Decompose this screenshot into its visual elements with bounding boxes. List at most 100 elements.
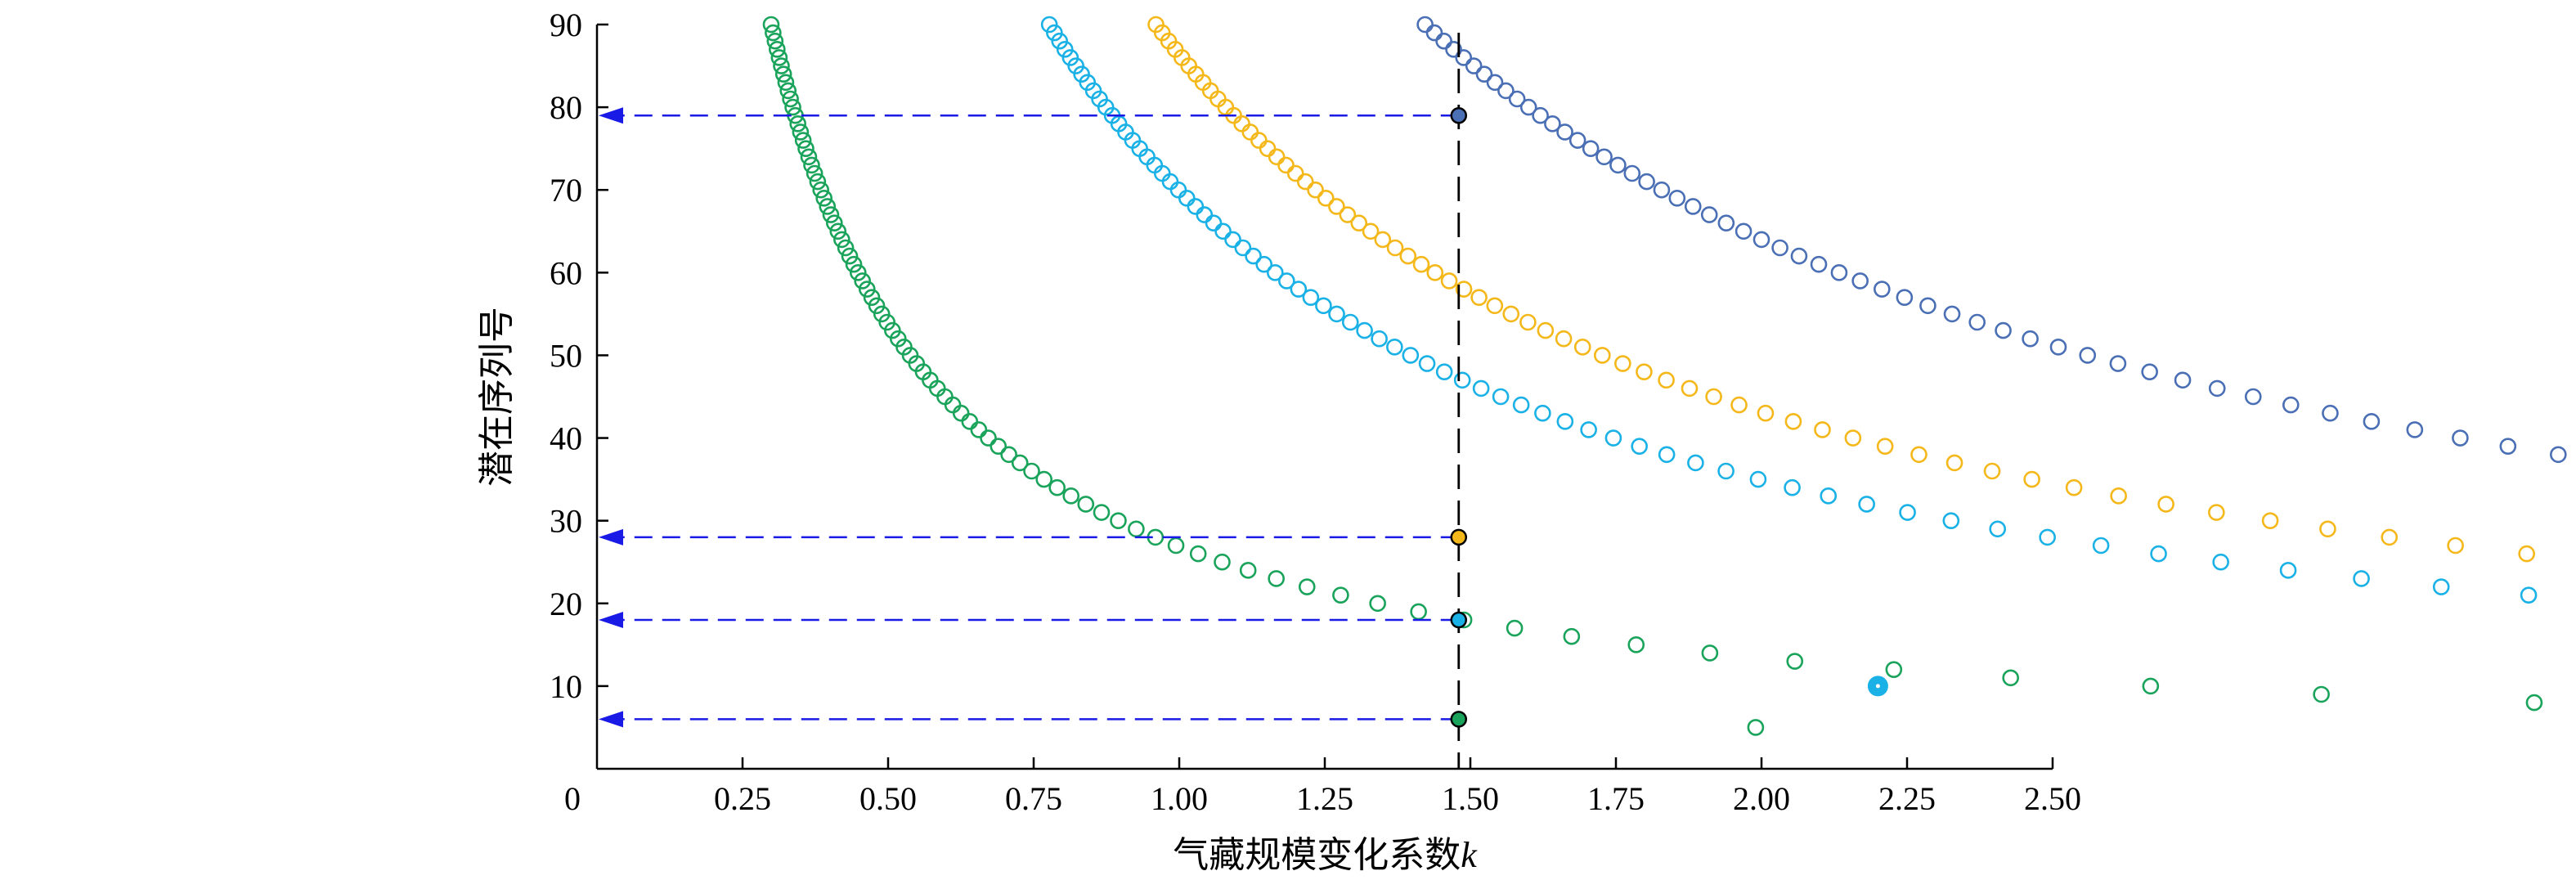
data-point <box>803 156 820 174</box>
data-point <box>825 214 843 231</box>
data-point <box>1399 247 1417 265</box>
arrow-head <box>599 711 623 728</box>
data-point <box>1356 321 1373 339</box>
data-point <box>1147 16 1165 34</box>
x-tick-label: 2.00 <box>1733 780 1790 817</box>
data-point <box>889 330 907 348</box>
intersection-point <box>1450 528 1468 546</box>
data-point <box>1544 115 1561 132</box>
data-point <box>2142 677 2160 695</box>
data-point <box>858 281 876 298</box>
data-point <box>1919 297 1936 315</box>
data-point <box>1820 487 1838 505</box>
y-tick-label: 50 <box>550 337 582 374</box>
data-point <box>1233 115 1250 132</box>
data-point <box>769 41 786 58</box>
data-point <box>1534 404 1551 422</box>
data-point <box>1000 446 1017 464</box>
data-point <box>1455 281 1473 298</box>
data-point <box>854 272 871 290</box>
data-point <box>1717 462 1735 480</box>
data-point <box>944 396 962 414</box>
data-point <box>1851 272 1869 290</box>
data-point <box>1455 49 1473 66</box>
data-point <box>1786 653 1804 670</box>
data-point <box>1307 181 1324 199</box>
data-point <box>792 123 810 141</box>
data-point <box>1749 470 1767 488</box>
data-point <box>1472 379 1490 397</box>
data-point <box>800 148 818 166</box>
data-point <box>819 198 837 215</box>
data-point <box>878 313 895 331</box>
y-tick-label: 30 <box>550 503 582 540</box>
x-tick-label: 0.25 <box>714 780 771 817</box>
data-point <box>779 82 797 100</box>
data-point <box>2282 396 2300 414</box>
data-point <box>841 247 859 265</box>
x-tick-label: 0 <box>564 780 581 817</box>
data-point <box>2065 478 2083 496</box>
x-tick-label: 0.75 <box>1005 780 1062 817</box>
data-point <box>1369 595 1386 613</box>
data-point <box>868 297 886 315</box>
data-point <box>2525 694 2543 712</box>
data-point <box>1386 239 1404 257</box>
data-point <box>1717 214 1735 231</box>
data-point <box>2212 553 2229 571</box>
arrow-head <box>599 107 623 124</box>
data-point <box>1512 396 1530 414</box>
data-point <box>1187 198 1205 215</box>
data-point <box>2363 413 2381 430</box>
data-point <box>2079 347 2097 364</box>
data-point <box>2319 520 2336 538</box>
data-point <box>1167 537 1185 555</box>
data-point <box>2353 570 2370 587</box>
data-point <box>1623 164 1641 182</box>
data-point <box>1508 90 1526 108</box>
data-point <box>1062 487 1080 505</box>
data-point <box>806 164 824 182</box>
data-point <box>1245 247 1262 265</box>
outlier-point <box>1747 719 1765 736</box>
data-point <box>2452 429 2469 447</box>
data-point <box>1701 644 1719 662</box>
data-point <box>1023 462 1040 480</box>
data-point <box>1189 545 1207 563</box>
data-point <box>765 24 782 42</box>
data-point <box>1771 239 1788 257</box>
data-point <box>1073 65 1090 83</box>
data-point <box>1298 578 1316 595</box>
data-point <box>2447 537 2464 555</box>
y-tick-label: 80 <box>550 89 582 126</box>
data-point <box>1636 363 1653 380</box>
data-point <box>2432 578 2450 595</box>
data-point <box>822 206 840 223</box>
data-point <box>1093 504 1111 521</box>
data-point <box>1784 413 1802 430</box>
data-point <box>812 181 830 199</box>
data-point <box>1519 313 1537 331</box>
data-point <box>1296 173 1314 191</box>
data-point <box>1486 74 1504 92</box>
data-point <box>1790 247 1808 265</box>
data-point <box>1681 379 1699 397</box>
data-point <box>1582 140 1600 157</box>
data-point <box>773 57 790 74</box>
arrow-head <box>599 612 623 628</box>
data-point <box>1435 32 1452 50</box>
data-point <box>2279 562 2297 579</box>
data-point <box>1874 281 1891 298</box>
data-point <box>2157 496 2174 513</box>
data-point <box>1315 297 1332 315</box>
outlier-center <box>1875 684 1880 689</box>
data-point <box>2208 504 2225 521</box>
data-point <box>2520 586 2538 604</box>
data-point <box>1402 347 1420 364</box>
data-point <box>1440 272 1458 290</box>
data-point <box>1784 478 1801 496</box>
data-point <box>1278 272 1295 290</box>
data-point <box>2002 669 2019 687</box>
data-point <box>809 173 827 191</box>
